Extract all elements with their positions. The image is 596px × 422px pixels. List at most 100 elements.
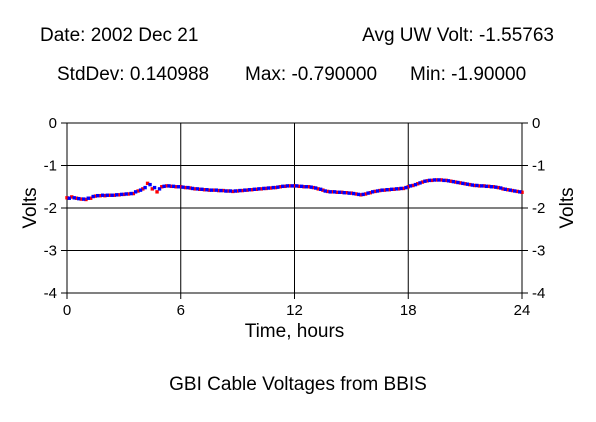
axis-ticks: 0 0 -1 -1 -2 -2 -3 -3 -4 -4 0 6 12 18 24 (44, 115, 546, 319)
date-label: Date: 2002 Dec 21 (40, 25, 199, 46)
data-point-red (245, 188, 249, 192)
data-point-red (420, 180, 425, 184)
data-point-red (491, 185, 496, 189)
data-point-blue (257, 187, 261, 191)
data-point-blue (366, 191, 370, 195)
data-point-red (425, 179, 429, 183)
x-tick-label: 24 (514, 302, 531, 319)
data-point-red (292, 184, 297, 188)
data-point-red (434, 178, 439, 182)
data-point-red (259, 187, 264, 191)
data-point-red (477, 184, 482, 188)
y-tick-label-left: -4 (44, 285, 57, 302)
data-point-blue (181, 185, 185, 189)
data-point-blue (437, 178, 441, 182)
data-point-red (183, 185, 188, 190)
data-point-blue (489, 185, 493, 189)
data-point-red (212, 188, 216, 192)
x-tick-label: 6 (177, 302, 185, 319)
data-point-blue (195, 187, 200, 191)
data-point-red (325, 189, 330, 194)
data-point-blue (404, 185, 408, 190)
data-point-blue (480, 184, 484, 188)
data-point-blue (105, 193, 109, 197)
data-point-red (311, 185, 316, 190)
data-point-blue (247, 188, 252, 192)
data-point-red (378, 188, 382, 193)
y-tick-label-left: 0 (49, 115, 57, 132)
data-point-red (254, 187, 259, 191)
data-point-red (79, 197, 83, 201)
data-point-red (231, 189, 235, 194)
data-point-blue (148, 182, 152, 187)
data-point-blue (518, 190, 522, 194)
y-tick-label-right: -1 (532, 158, 545, 175)
data-point-red (444, 178, 448, 183)
data-point-blue (328, 190, 332, 194)
min-label: Min: -1.90000 (410, 64, 527, 85)
data-point-red (174, 185, 178, 189)
data-point-blue (465, 182, 470, 186)
data-point-red (501, 187, 505, 191)
data-point-blue (423, 179, 427, 183)
data-point-red (160, 185, 164, 189)
data-point-blue (77, 196, 81, 201)
data-point-red (439, 178, 444, 182)
data-point-blue (295, 184, 299, 188)
data-point-blue (138, 188, 143, 192)
data-point-red (155, 190, 159, 194)
data-point-blue (389, 187, 394, 191)
data-point-blue (332, 190, 337, 194)
data-point-red (392, 187, 396, 191)
data-point-red (302, 185, 306, 189)
data-point-red (373, 189, 377, 194)
data-point-red (387, 188, 391, 192)
data-point-blue (214, 188, 219, 192)
data-point-red (235, 189, 240, 193)
x-tick-label: 18 (400, 302, 417, 319)
data-point-blue (499, 186, 503, 190)
data-point-red (359, 193, 363, 197)
data-point-red (216, 188, 221, 193)
data-point-red (221, 188, 226, 193)
y-axis-title-left: Volts (20, 187, 41, 228)
data-point-red (458, 181, 463, 185)
data-point-red (397, 187, 401, 191)
x-axis-title: Time, hours (245, 321, 345, 342)
data-point-blue (190, 186, 195, 191)
data-point-blue (143, 185, 147, 190)
data-point-blue (427, 178, 432, 183)
data-point-blue (408, 184, 413, 188)
data-point-blue (442, 178, 446, 183)
data-point-blue (171, 184, 176, 189)
data-point-blue (418, 181, 422, 185)
data-point-blue (162, 184, 166, 189)
data-point-blue (290, 184, 294, 188)
data-point-blue (285, 184, 289, 188)
data-point-blue (356, 192, 361, 197)
data-point-blue (152, 185, 157, 190)
data-point-blue (375, 189, 380, 193)
data-point-red (515, 189, 519, 194)
max-label: Max: -0.790000 (245, 64, 378, 85)
data-point-blue (119, 192, 124, 197)
data-point-blue (503, 187, 508, 191)
data-point-blue (243, 188, 247, 192)
data-point-red (368, 191, 373, 195)
data-point-red (468, 182, 472, 187)
data-point-red (107, 193, 112, 197)
data-point-red (340, 190, 344, 194)
y-tick-label-right: -3 (532, 243, 545, 260)
data-point-blue (337, 190, 342, 194)
data-point-blue (276, 185, 280, 189)
data-point-blue (233, 189, 238, 193)
data-point-blue (228, 189, 233, 193)
data-point-blue (508, 188, 512, 192)
data-point-blue (385, 188, 389, 192)
data-point-red (98, 193, 102, 198)
data-point-red (297, 184, 301, 189)
data-point-blue (475, 183, 479, 188)
data-point-blue (219, 188, 223, 193)
data-point-blue (347, 191, 351, 195)
